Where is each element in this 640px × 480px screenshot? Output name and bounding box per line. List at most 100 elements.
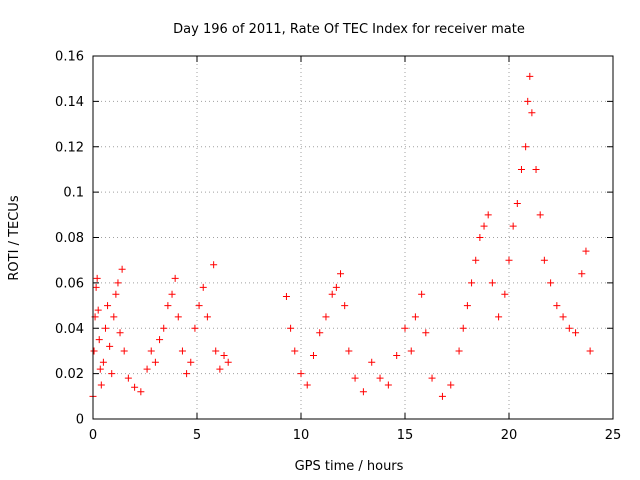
data-point [178,347,186,355]
data-point [376,374,384,382]
data-point [411,313,419,321]
data-point [282,292,290,300]
y-axis-label: ROTI / TECUs [7,195,22,280]
y-tick-label: 0.14 [55,95,84,110]
data-point [578,270,586,278]
data-point [393,351,401,359]
data-point [526,72,534,80]
data-point [106,342,114,350]
y-tick-label: 0.02 [55,367,84,382]
data-point [224,358,232,366]
data-point [476,234,484,241]
data-point [199,283,207,291]
data-point [112,290,120,298]
data-point [407,347,415,355]
data-point [428,374,436,382]
data-point [147,347,155,355]
y-tick-label: 0.04 [55,322,84,337]
data-point [418,290,426,298]
data-point [309,351,317,359]
data-point [95,336,103,344]
x-tick-label: 15 [397,428,414,443]
chart-title: Day 196 of 2011, Rate Of TEC Index for r… [173,22,525,37]
data-point [118,265,126,273]
data-point [212,347,220,355]
data-point [131,383,139,391]
data-point [540,256,548,264]
data-point [522,143,530,151]
data-point [532,165,540,173]
data-point [168,290,176,298]
x-tick-label: 10 [293,428,310,443]
data-point [495,313,503,321]
data-point [151,358,159,366]
data-point [297,370,305,378]
data-point [96,365,104,373]
x-tick-label: 0 [89,428,97,443]
data-point [90,347,98,355]
data-point [332,283,340,291]
data-point [524,97,532,105]
data-point [316,329,324,337]
data-point [114,279,122,287]
data-point [480,222,488,230]
data-point [137,388,145,396]
x-axis-label: GPS time / hours [295,459,404,474]
data-point [116,329,124,337]
data-point [287,324,295,332]
grid-lines [93,56,613,419]
data-point [351,374,359,382]
data-point [191,324,199,332]
y-tick-label: 0 [76,413,84,428]
data-point [291,347,299,355]
x-tick-label: 25 [605,428,622,443]
data-point [384,381,392,389]
data-point [120,347,128,355]
data-point [455,347,463,355]
data-point [160,324,168,332]
data-point [92,283,100,291]
data-point [488,279,496,287]
data-point [359,388,367,396]
data-point [447,381,455,389]
data-point [517,165,525,173]
data-point [368,358,376,366]
data-point [93,274,101,282]
data-point [553,302,561,310]
data-point [143,365,151,373]
data-point [565,324,573,332]
data-point [547,279,555,287]
axes: 0 5 10 15 20 25 0 0.02 0.04 0.06 0.08 0.1 0.12 0.14 0.… [55,50,621,444]
data-point [509,222,517,230]
data-point [501,290,509,298]
data-point [345,347,353,355]
data-point [328,290,336,298]
data-point [124,374,132,382]
data-point [101,324,109,332]
data-point [337,270,345,278]
data-point [322,313,330,321]
x-tick-label: 5 [193,428,201,443]
data-point [164,302,172,310]
data-point [472,256,480,264]
data-point [183,370,191,378]
data-point [187,358,195,366]
data-point [156,336,164,344]
data-point [171,274,179,282]
data-point [582,247,590,255]
data-point [438,392,446,400]
data-point [94,306,102,314]
y-tick-label: 0.12 [55,140,84,155]
data-point [195,302,203,310]
data-point [341,302,349,310]
x-tick-label: 20 [501,428,518,443]
data-point [528,109,536,117]
data-point [572,329,580,337]
data-point [110,313,118,321]
data-points [89,72,594,400]
data-point [536,211,544,219]
data-point [459,324,467,332]
data-point [99,358,107,366]
data-point [203,313,211,321]
y-tick-label: 0.16 [55,50,84,65]
